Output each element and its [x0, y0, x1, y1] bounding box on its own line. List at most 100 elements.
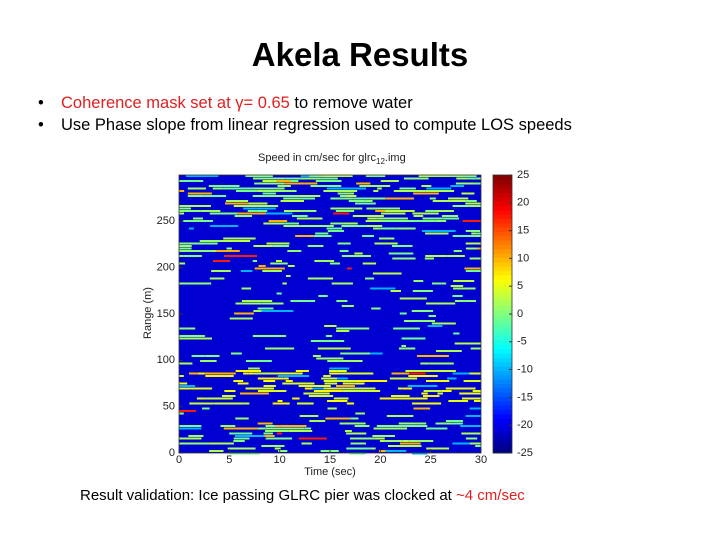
colorbar-tick-label: -5 — [517, 336, 527, 348]
heatmap-streak — [337, 192, 355, 195]
heatmap-streak — [445, 387, 476, 390]
heatmap-streak — [329, 367, 350, 370]
colorbar-tick-label: 10 — [517, 252, 529, 264]
heatmap-streak — [254, 267, 285, 270]
heatmap-streak — [248, 367, 260, 370]
heatmap-streak — [337, 377, 348, 380]
heatmap-streak — [437, 392, 443, 395]
heatmap-streak — [354, 382, 365, 385]
heatmap-streak — [426, 447, 450, 450]
heatmap-streak — [263, 205, 279, 207]
heatmap-streak — [448, 400, 469, 402]
heatmap-streak — [409, 372, 426, 375]
heatmap-streak — [257, 377, 284, 380]
heatmap-streak — [336, 327, 370, 330]
heatmap-streak — [372, 272, 402, 275]
heatmap-streak — [463, 235, 475, 237]
heatmap-streak — [429, 197, 436, 200]
heatmap-streak — [427, 370, 456, 372]
heatmap-streak — [421, 392, 428, 395]
bullet-text: Use Phase slope from linear regression u… — [61, 116, 572, 134]
heatmap-streak — [237, 212, 267, 215]
colorbar-tick-label: 0 — [517, 308, 523, 320]
heatmap-streak — [223, 427, 258, 430]
heatmap-streak — [425, 210, 436, 212]
y-tick-label: 150 — [157, 308, 175, 320]
heatmap-streak — [312, 387, 324, 390]
heatmap-streak — [179, 337, 213, 340]
colorbar-tick-label: 25 — [517, 169, 529, 181]
heatmap-streak — [235, 417, 243, 420]
heatmap-streak — [223, 237, 256, 240]
heatmap-streak — [346, 402, 355, 405]
heatmap-streak — [385, 197, 414, 200]
heatmap-streak — [461, 397, 481, 400]
heatmap-streak — [453, 332, 460, 335]
heatmap-streak — [359, 185, 391, 187]
heatmap-streak — [377, 187, 382, 190]
heatmap-streak — [253, 372, 278, 375]
heatmap-streak — [288, 430, 313, 432]
colorbar-cell — [493, 392, 512, 398]
colorbar-cell — [493, 387, 512, 393]
colorbar-cell — [493, 248, 512, 254]
colorbar-cell — [493, 261, 512, 267]
heatmap-streak — [422, 230, 456, 232]
figure-title: Speed in cm/sec for glrc12.img — [258, 152, 406, 166]
heatmap-streak — [209, 277, 225, 280]
heatmap-streak — [179, 375, 184, 377]
heatmap-streak — [321, 175, 353, 177]
heatmap-streak — [399, 187, 416, 190]
colorbar-cell — [493, 431, 512, 437]
heatmap-streak — [225, 202, 249, 205]
heatmap-streak — [355, 412, 365, 415]
heatmap-streak — [330, 197, 354, 200]
heatmap-streak — [349, 452, 366, 455]
heatmap-streak — [265, 195, 299, 197]
heatmap-streak — [303, 392, 330, 395]
heatmap-streak — [277, 372, 298, 375]
heatmap-streak — [435, 210, 454, 212]
heatmap-streak — [402, 387, 413, 390]
heatmap-streak — [327, 230, 345, 232]
heatmap-streak — [265, 427, 276, 430]
heatmap-streak — [300, 177, 322, 180]
heatmap-streak — [349, 437, 375, 440]
colorbar-cell — [493, 235, 512, 241]
heatmap-streak — [308, 395, 334, 397]
colorbar-cell — [493, 400, 512, 406]
colorbar-cell — [493, 418, 512, 424]
heatmap-streak — [459, 392, 481, 395]
heatmap-streak — [475, 445, 481, 447]
colorbar-cell — [493, 196, 512, 202]
heatmap-streak — [380, 180, 399, 182]
heatmap-streak — [233, 380, 244, 382]
heatmap-streak — [335, 210, 355, 212]
heatmap-streak — [212, 260, 231, 262]
heatmap-streak — [452, 235, 464, 237]
heatmap-streak — [426, 427, 448, 430]
heatmap-streak — [350, 442, 366, 445]
colorbar-cell — [493, 240, 512, 245]
heatmap-streak — [442, 217, 459, 220]
heatmap-streak — [399, 297, 427, 300]
heatmap-streak — [300, 225, 334, 227]
heatmap-streak — [365, 175, 386, 177]
x-tick-label: 30 — [475, 454, 487, 466]
heatmap-streak — [247, 210, 268, 212]
heatmap-streak — [453, 280, 475, 282]
heatmap-streak — [252, 177, 286, 180]
heatmap-streak — [468, 177, 477, 180]
heatmap-streak — [304, 387, 313, 390]
heatmap-streak — [179, 327, 196, 330]
heatmap-streak — [245, 387, 275, 390]
heatmap — [179, 175, 481, 455]
heatmap-streak — [329, 372, 341, 375]
heatmap-streak — [327, 400, 348, 402]
heatmap-streak — [452, 295, 463, 297]
heatmap-streak — [393, 190, 426, 192]
heatmap-streak — [304, 182, 318, 185]
heatmap-streak — [422, 395, 440, 397]
heatmap-streak — [326, 187, 343, 190]
